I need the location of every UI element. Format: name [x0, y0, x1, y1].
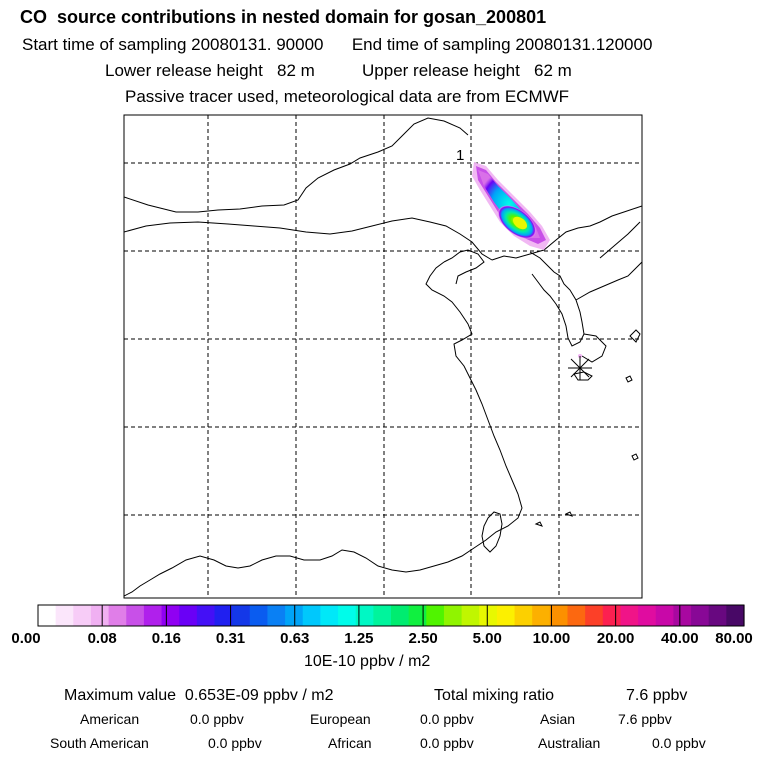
colorbar-cell	[355, 605, 374, 626]
colorbar-cell	[655, 605, 674, 626]
colorbar-tick-label: 20.00	[596, 630, 635, 647]
start-time-value: 20080131. 90000	[191, 35, 324, 54]
sampling-time-line: Start time of sampling 20080131. 90000 E…	[22, 36, 652, 53]
region-value: 7.6 ppbv	[618, 711, 672, 727]
max-value-label: Maximum value	[64, 687, 177, 704]
colorbar-cell	[514, 605, 533, 626]
colorbar-cell	[602, 605, 622, 626]
total-mixing-label: Total mixing ratio	[434, 687, 555, 704]
colorbar-tick-label: 2.50	[408, 630, 438, 647]
lat-lon-grid	[124, 115, 642, 598]
colorbar-cell	[249, 605, 269, 626]
colorbar-cell	[461, 605, 480, 626]
release-point-label: 1	[456, 147, 464, 164]
colorbar-cell	[408, 605, 427, 626]
colorbar-cell	[620, 605, 639, 626]
lower-height-label: Lower release height	[105, 61, 263, 80]
colorbar-separators	[101, 605, 681, 626]
colorbar-cell	[567, 605, 586, 626]
colorbar-cell	[532, 605, 551, 626]
colorbar-cell	[196, 605, 216, 626]
colorbar-cell	[73, 605, 92, 626]
tracer-note: Passive tracer used, meteorological data…	[125, 87, 570, 106]
coastlines	[124, 117, 642, 597]
max-value: 0.653E-09 ppbv / m2	[184, 687, 334, 704]
total-mixing-value: 7.6 ppbv	[626, 687, 688, 704]
colorbar-tick-label: 5.00	[472, 630, 502, 647]
colorbar-tick-label: 10.00	[532, 630, 571, 647]
start-time-label: Start time of sampling	[22, 35, 187, 54]
region-name: Asian	[540, 711, 576, 727]
colorbar-tick-label: 0.00	[11, 630, 41, 647]
colorbar-tick-label: 0.31	[215, 630, 246, 647]
colorbar-cell	[585, 605, 604, 626]
colorbar-tick-label: 0.08	[87, 630, 117, 647]
region-name: South American	[50, 735, 149, 751]
source-plume	[472, 162, 582, 358]
colorbar-cell	[267, 605, 286, 626]
colorbar-cell	[549, 605, 569, 626]
region-value: 0.0 ppbv	[420, 711, 474, 727]
colorbar-cell	[214, 605, 233, 626]
colorbar-cell	[179, 605, 198, 626]
colorbar-frame	[37, 604, 745, 627]
colorbar-cell	[90, 605, 110, 626]
region-name: African	[328, 735, 372, 751]
release-height-line: Lower release height 82 m Upper release …	[105, 62, 572, 79]
colorbar-tick-label: 0.63	[280, 630, 310, 647]
colorbar-cell	[479, 605, 498, 626]
end-time-value: 20080131.120000	[515, 35, 653, 54]
map-content	[124, 115, 642, 598]
station-marker	[568, 356, 592, 380]
end-time-label: End time of sampling	[351, 35, 511, 54]
region-value: 0.0 ppbv	[652, 735, 706, 751]
colorbar-cell	[108, 605, 127, 626]
colorbar-cell	[161, 605, 180, 626]
colorbar-cell	[232, 605, 251, 626]
max-value-line: Maximum value 0.653E-09 ppbv / m2	[64, 688, 333, 704]
region-value: 0.0 ppbv	[420, 735, 474, 751]
colorbar-unit: 10E-10 ppbv / m2	[304, 653, 431, 670]
colorbar-tick-label: 1.25	[344, 630, 374, 647]
colorbar-cell	[338, 605, 357, 626]
colorbar-cell	[638, 605, 657, 626]
colorbar-cell	[426, 605, 445, 626]
upper-height-label: Upper release height	[362, 61, 520, 80]
colorbar-cell	[38, 605, 57, 626]
colorbar-cell	[726, 605, 745, 626]
colorbar-cell	[443, 605, 463, 626]
colorbar-cell	[285, 605, 304, 626]
map-frame	[123, 114, 643, 599]
region-name: American	[80, 711, 140, 727]
colorbar-cell	[143, 605, 163, 626]
colorbar-cell	[708, 605, 727, 626]
colorbar-cell	[673, 605, 692, 626]
region-name: European	[310, 711, 371, 727]
plot-title: CO source contributions in nested domain…	[20, 7, 547, 27]
region-value: 0.0 ppbv	[190, 711, 244, 727]
region-name: Australian	[538, 735, 601, 751]
colorbar-cell	[302, 605, 321, 626]
colorbar-cell	[126, 605, 145, 626]
colorbar-cell	[691, 605, 710, 626]
colorbar-cells	[38, 605, 745, 626]
colorbar-tick-label: 0.16	[151, 630, 181, 647]
colorbar-cell	[373, 605, 392, 626]
colorbar-tick-label: 40.00	[661, 630, 699, 647]
colorbar-tick-label: 80.00	[715, 630, 753, 647]
colorbar-cell	[320, 605, 339, 626]
colorbar-cell	[496, 605, 516, 626]
colorbar-cell	[391, 605, 410, 626]
upper-height-value: 62 m	[534, 61, 572, 80]
colorbar-cell	[55, 605, 74, 626]
region-value: 0.0 ppbv	[208, 735, 262, 751]
lower-height-value: 82 m	[277, 61, 315, 80]
